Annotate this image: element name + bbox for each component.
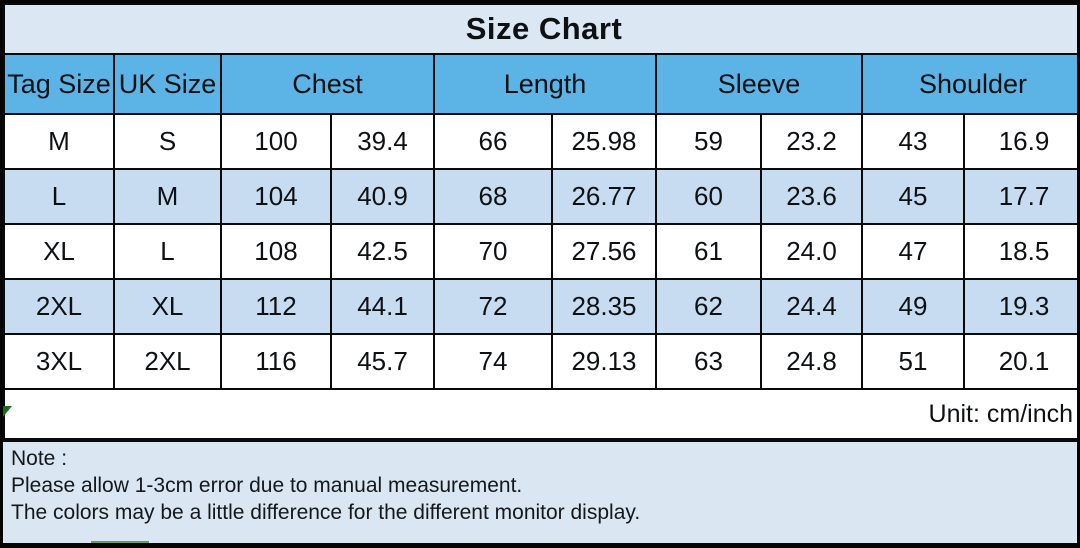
size-chart-table: Size Chart Tag Size UK Size Chest Length… — [3, 3, 1077, 440]
table-row-m: M S 100 39.4 66 25.98 59 23.2 43 16.9 — [3, 113, 1077, 170]
table-cell: 23.6 — [760, 168, 863, 225]
table-cell: 27.56 — [551, 223, 657, 280]
note-line-measurement: Please allow 1-3cm error due to manual m… — [11, 474, 523, 497]
table-cell: 42.5 — [330, 223, 435, 280]
table-cell: 45.7 — [330, 333, 435, 390]
title-row: Size Chart — [3, 3, 1077, 55]
table-cell: XL — [113, 278, 222, 335]
note-line-colors: The colors may be a little difference fo… — [11, 501, 641, 524]
table-cell: XL — [3, 223, 115, 280]
table-cell: 25.98 — [551, 113, 657, 170]
note-panel: Note : Please allow 1-3cm error due to m… — [3, 440, 1077, 543]
table-cell: 112 — [220, 278, 332, 335]
table-cell: 24.4 — [760, 278, 863, 335]
table-cell: 17.7 — [962, 168, 1077, 225]
table-cell: 116 — [220, 333, 332, 390]
table-cell: 28.35 — [551, 278, 657, 335]
table-cell: 66 — [433, 113, 553, 170]
screenshot-artifact-green-sliver — [91, 541, 149, 543]
table-cell: 49 — [861, 278, 965, 335]
unit-label: Unit: cm/inch — [3, 388, 1077, 440]
table-cell: 45 — [861, 168, 965, 225]
table-cell: 59 — [655, 113, 762, 170]
table-cell: 16.9 — [962, 113, 1077, 170]
table-cell: 108 — [220, 223, 332, 280]
table-cell: 72 — [433, 278, 553, 335]
table-cell: L — [3, 168, 115, 225]
table-cell: 104 — [220, 168, 332, 225]
note-heading: Note : — [11, 447, 68, 470]
table-cell: 20.1 — [962, 333, 1077, 390]
table-cell: 2XL — [3, 278, 115, 335]
table-cell: 2XL — [113, 333, 222, 390]
table-cell: M — [3, 113, 115, 170]
column-header-sleeve: Sleeve — [655, 53, 863, 115]
table-cell: 60 — [655, 168, 762, 225]
table-cell: 3XL — [3, 333, 115, 390]
table-cell: 24.8 — [760, 333, 863, 390]
column-header-uk-size: UK Size — [113, 53, 222, 115]
table-cell: 51 — [861, 333, 965, 390]
table-cell: 29.13 — [551, 333, 657, 390]
column-header-tag-size: Tag Size — [3, 53, 115, 115]
table-cell: 61 — [655, 223, 762, 280]
column-header-length: Length — [433, 53, 657, 115]
screenshot-artifact-green-wedge — [3, 406, 12, 417]
table-cell: 26.77 — [551, 168, 657, 225]
table-cell: L — [113, 223, 222, 280]
unit-row: Unit: cm/inch — [3, 388, 1077, 440]
table-cell: 74 — [433, 333, 553, 390]
table-row-xl: XL L 108 42.5 70 27.56 61 24.0 47 18.5 — [3, 223, 1077, 280]
table-row-2xl: 2XL XL 112 44.1 72 28.35 62 24.4 49 19.3 — [3, 278, 1077, 335]
table-cell: 23.2 — [760, 113, 863, 170]
table-row-3xl: 3XL 2XL 116 45.7 74 29.13 63 24.8 51 20.… — [3, 333, 1077, 390]
table-cell: 24.0 — [760, 223, 863, 280]
header-row: Tag Size UK Size Chest Length Sleeve Sho… — [3, 53, 1077, 115]
table-cell: 63 — [655, 333, 762, 390]
table-cell: 100 — [220, 113, 332, 170]
table-row-l: L M 104 40.9 68 26.77 60 23.6 45 17.7 — [3, 168, 1077, 225]
table-cell: 68 — [433, 168, 553, 225]
column-header-shoulder: Shoulder — [860, 53, 1077, 115]
table-cell: 39.4 — [330, 113, 435, 170]
table-cell: 47 — [861, 223, 965, 280]
table-cell: 62 — [655, 278, 762, 335]
table-cell: 19.3 — [962, 278, 1077, 335]
column-header-chest: Chest — [220, 53, 435, 115]
table-cell: M — [113, 168, 222, 225]
table-cell: 44.1 — [330, 278, 435, 335]
table-cell: S — [113, 113, 222, 170]
page-title: Size Chart — [3, 3, 1077, 55]
table-cell: 40.9 — [330, 168, 435, 225]
table-cell: 70 — [433, 223, 553, 280]
table-cell: 18.5 — [962, 223, 1077, 280]
table-cell: 43 — [861, 113, 965, 170]
